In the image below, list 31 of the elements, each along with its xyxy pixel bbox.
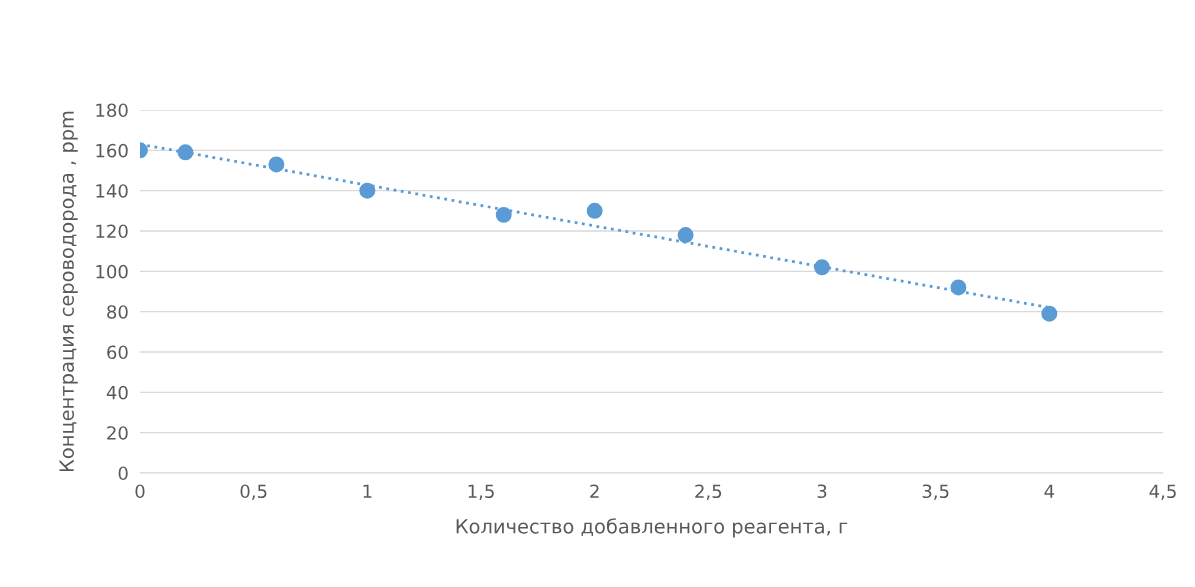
x-axis-title: Количество добавленного реагента, г [456,518,848,538]
y-tick-label: 120 [96,224,128,239]
y-tick-label: 80 [107,305,128,319]
x-tick-label: 3 [817,484,827,499]
point [950,279,967,296]
y-tick-label: 40 [106,385,128,400]
y-tick-label: 140 [96,184,128,198]
point [359,182,376,199]
point [1041,305,1058,322]
y-tick-label: 20 [107,426,128,440]
x-tick-label: 3,5 [922,484,949,500]
point [814,259,830,276]
x-tick-label: 0 [135,484,145,499]
y-tick-label: 60 [107,345,128,360]
y-tick-label: 100 [96,264,128,279]
x-tick-label: 2 [590,484,599,498]
point [677,227,694,244]
point [495,206,512,223]
y-tick-label: 180 [96,103,128,118]
y-tick-label: 160 [96,143,128,158]
point [268,156,285,173]
y-axis-title: Концентрация сероводорода , ppm [59,111,78,472]
point [586,202,603,219]
x-tick-label: 4 [1044,484,1055,498]
x-tick-label: 1,5 [468,484,494,500]
point [177,144,194,161]
x-tick-label: 1 [363,484,372,498]
y-tick-label: 0 [118,466,128,481]
x-tick-label: 4,5 [1149,484,1176,500]
x-tick-label: 0,5 [240,484,267,500]
x-tick-label: 2,5 [695,484,722,500]
